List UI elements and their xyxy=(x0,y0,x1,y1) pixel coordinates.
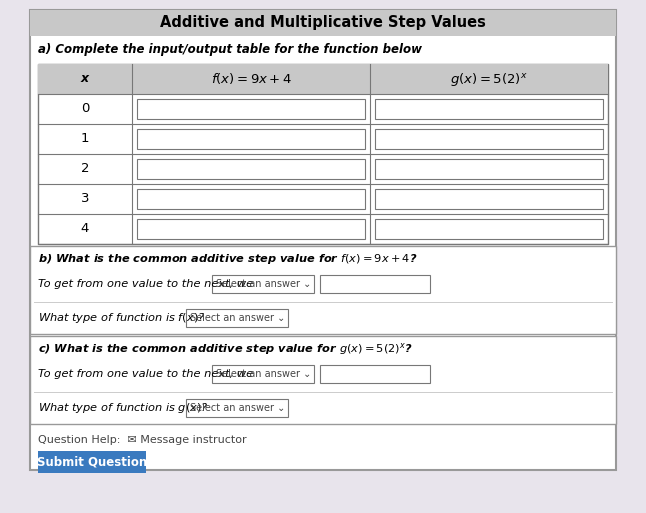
Text: Question Help:  ✉ Message instructor: Question Help: ✉ Message instructor xyxy=(38,435,247,445)
Text: Additive and Multiplicative Step Values: Additive and Multiplicative Step Values xyxy=(160,15,486,30)
Text: To get from one value to the next, we: To get from one value to the next, we xyxy=(38,369,253,379)
Text: What type of function is $g(x)$?: What type of function is $g(x)$? xyxy=(38,401,209,415)
Text: $f(x)=9x+4$: $f(x)=9x+4$ xyxy=(211,71,292,87)
Text: 2: 2 xyxy=(81,163,89,175)
Bar xyxy=(186,309,288,327)
Text: 1: 1 xyxy=(81,132,89,146)
Text: Submit Question: Submit Question xyxy=(37,456,147,468)
Bar xyxy=(30,10,616,470)
Bar xyxy=(137,129,365,149)
Bar xyxy=(30,336,616,424)
Text: b) What is the common additive step value for $f(x)=9x+4$?: b) What is the common additive step valu… xyxy=(38,252,417,266)
Text: 3: 3 xyxy=(81,192,89,206)
Text: 4: 4 xyxy=(81,223,89,235)
Bar xyxy=(30,246,616,334)
Text: a) Complete the input/output table for the function below: a) Complete the input/output table for t… xyxy=(38,44,422,56)
Text: 0: 0 xyxy=(81,103,89,115)
Bar xyxy=(186,399,288,417)
Bar xyxy=(375,159,603,179)
Bar xyxy=(320,365,430,383)
Text: x: x xyxy=(81,72,89,86)
Bar xyxy=(375,189,603,209)
Text: Select an answer ⌄: Select an answer ⌄ xyxy=(190,313,286,323)
Bar xyxy=(137,189,365,209)
Text: To get from one value to the next, we: To get from one value to the next, we xyxy=(38,279,253,289)
Bar xyxy=(320,275,430,293)
Bar xyxy=(137,159,365,179)
Bar xyxy=(38,451,146,473)
Bar xyxy=(375,219,603,239)
Text: Select an answer ⌄: Select an answer ⌄ xyxy=(216,369,311,379)
Bar xyxy=(137,99,365,119)
Bar xyxy=(38,64,608,94)
Text: Select an answer ⌄: Select an answer ⌄ xyxy=(190,403,286,413)
Text: Select an answer ⌄: Select an answer ⌄ xyxy=(216,279,311,289)
Bar xyxy=(38,64,608,244)
Bar xyxy=(375,129,603,149)
Bar xyxy=(212,275,314,293)
Bar xyxy=(212,365,314,383)
Text: $g(x)=5(2)^x$: $g(x)=5(2)^x$ xyxy=(450,70,528,88)
Bar xyxy=(375,99,603,119)
Text: c) What is the common additive step value for $g(x)=5(2)^x$?: c) What is the common additive step valu… xyxy=(38,341,413,357)
Bar xyxy=(30,10,616,36)
Text: What type of function is $f(x)$?: What type of function is $f(x)$? xyxy=(38,311,205,325)
Bar xyxy=(137,219,365,239)
